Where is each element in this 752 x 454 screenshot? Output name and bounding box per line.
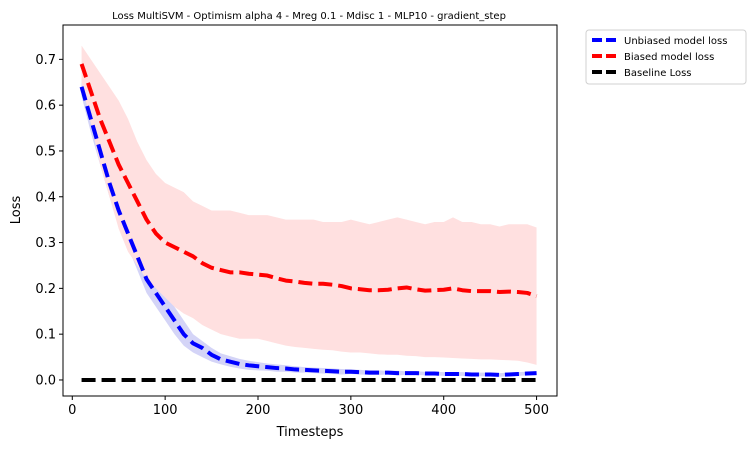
y-tick-label: 0.6 [35,99,56,114]
series-lines [79,63,538,382]
legend-label-biased-model-loss: Biased model loss [624,52,714,63]
y-axis: 0.0 0.1 0.2 0.3 0.4 0.5 0.6 0.7 [35,53,63,388]
y-tick-label: 0.5 [35,144,56,159]
x-axis: 0 100 200 300 400 500 [68,396,549,418]
y-tick-label: 0.7 [35,53,56,68]
chart-title: Loss MultiSVM - Optimism alpha 4 - Mreg … [112,11,506,22]
x-axis-label: Timesteps [276,425,344,440]
x-tick-label: 0 [68,403,76,418]
x-tick-label: 400 [431,403,456,418]
unbiased-model-loss-line [79,86,537,377]
confidence-bands [81,45,537,377]
legend: Unbiased model loss Biased model loss Base… [585,29,747,85]
biased-model-loss-band [81,45,537,365]
y-tick-label: 0.0 [35,373,56,388]
legend-box [585,29,747,85]
legend-label-unbiased-model-loss: Unbiased model loss [624,36,727,47]
plot-frame [62,24,558,397]
x-tick-label: 300 [338,403,363,418]
y-tick-label: 0.1 [35,328,56,343]
y-tick-label: 0.2 [35,282,56,297]
y-tick-label: 0.4 [35,190,56,205]
legend-label-baseline-loss: Baseline Loss [624,68,692,79]
biased-model-loss-line [79,63,538,299]
y-tick-label: 0.3 [35,236,56,251]
y-axis-label: Loss [9,196,24,225]
x-tick-label: 200 [246,403,271,418]
x-tick-label: 100 [153,403,178,418]
x-tick-label: 500 [524,403,549,418]
